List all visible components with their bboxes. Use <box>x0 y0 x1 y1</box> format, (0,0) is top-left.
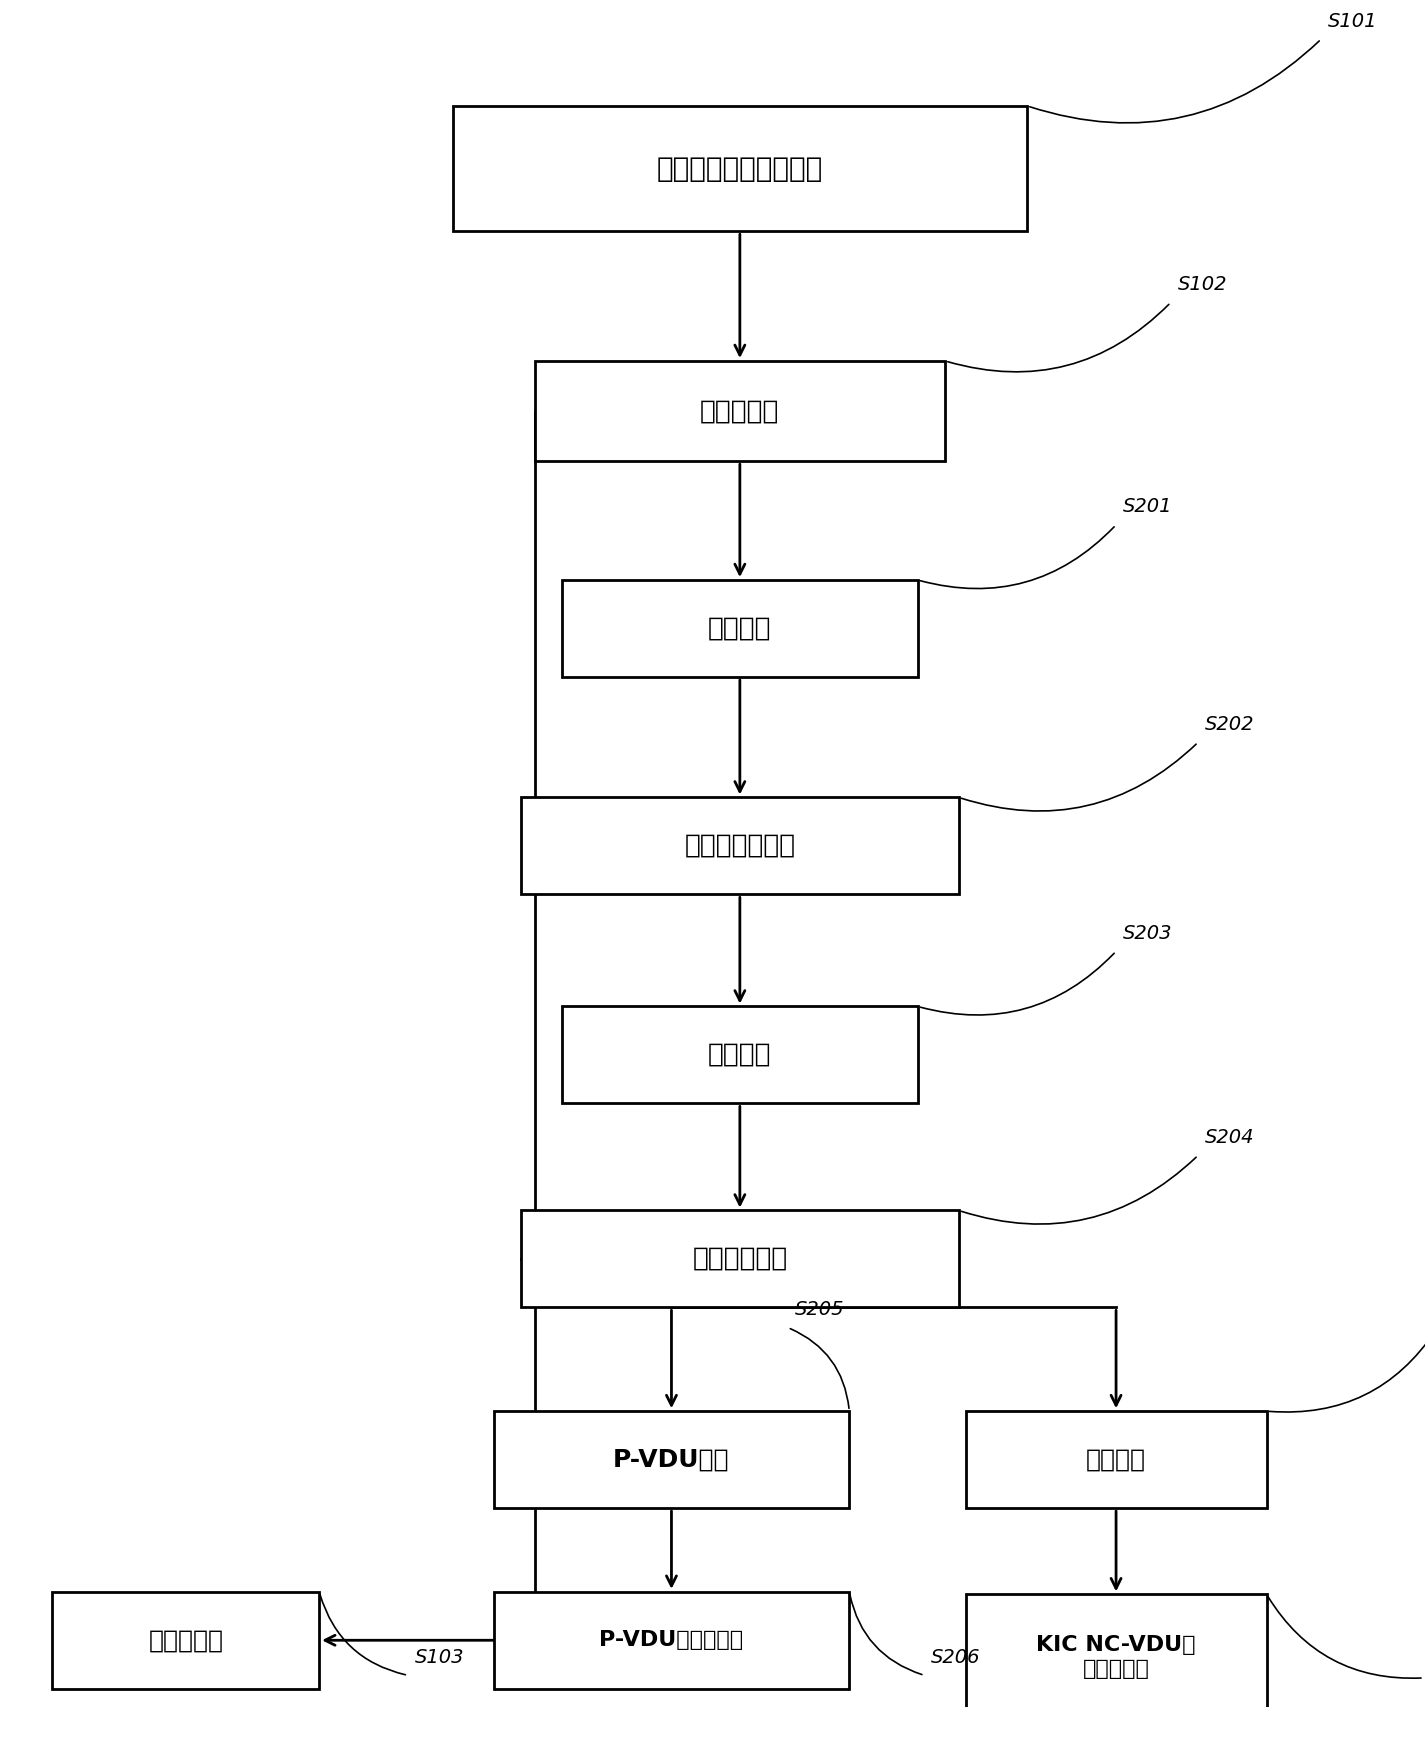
Text: 网络输出: 网络输出 <box>708 1042 771 1068</box>
Text: S101: S101 <box>1328 12 1378 31</box>
Text: S205: S205 <box>795 1300 844 1319</box>
Text: 网关转发: 网关转发 <box>1086 1448 1146 1472</box>
Bar <box>561 1007 918 1103</box>
Text: S102: S102 <box>1177 275 1227 294</box>
Bar <box>966 1411 1267 1509</box>
Bar <box>493 1411 849 1509</box>
Bar <box>522 1211 959 1308</box>
Text: 系统总线传输: 系统总线传输 <box>693 1246 788 1272</box>
Bar <box>493 1592 849 1688</box>
Text: 隔离并分配: 隔离并分配 <box>700 399 779 423</box>
Text: 事故后监视参数的采集: 事故后监视参数的采集 <box>657 155 824 183</box>
Bar <box>534 361 945 462</box>
Text: S203: S203 <box>1123 923 1173 942</box>
Bar <box>522 798 959 894</box>
Text: P-VDU处理: P-VDU处理 <box>613 1448 730 1472</box>
Text: 模数转化: 模数转化 <box>708 615 771 641</box>
Text: S206: S206 <box>932 1648 980 1667</box>
Text: 逻辑处理、判断: 逻辑处理、判断 <box>684 833 795 859</box>
Bar <box>53 1592 319 1688</box>
Text: S204: S204 <box>1206 1127 1254 1146</box>
Text: S202: S202 <box>1206 714 1254 733</box>
Bar <box>561 580 918 678</box>
Text: KIC NC-VDU记
显示和记录: KIC NC-VDU记 显示和记录 <box>1036 1636 1196 1679</box>
Text: S103: S103 <box>415 1648 465 1667</box>
Bar <box>453 106 1027 232</box>
Text: S201: S201 <box>1123 498 1173 516</box>
Text: P-VDU显示和记录: P-VDU显示和记录 <box>600 1631 744 1650</box>
Bar <box>966 1594 1267 1719</box>
Text: 后备盘显示: 后备盘显示 <box>148 1629 224 1651</box>
